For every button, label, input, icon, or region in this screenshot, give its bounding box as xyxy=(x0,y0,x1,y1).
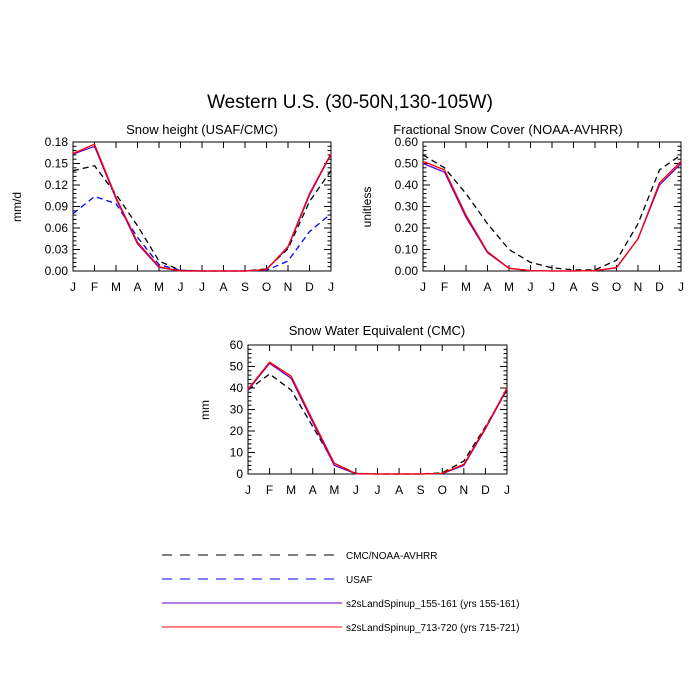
panel-fractional-snow-cover: Fractional Snow Cover (NOAA-AVHRR) unitl… xyxy=(360,122,684,294)
x-tick-label: J xyxy=(245,483,251,497)
x-tick-label: D xyxy=(655,280,664,294)
x-tick-label: A xyxy=(483,280,491,294)
legend-label: CMC/NOAA-AVHRR xyxy=(346,551,437,562)
y-tick-label: 0.03 xyxy=(45,243,69,257)
x-tick-label: J xyxy=(504,483,510,497)
y-tick-label: 50 xyxy=(230,360,244,374)
x-tick-label: M xyxy=(111,280,121,294)
x-tick-label: N xyxy=(284,280,293,294)
x-tick-label: A xyxy=(569,280,577,294)
x-tick-label: A xyxy=(219,280,227,294)
y-tick-label: 0.50 xyxy=(395,157,419,171)
y-tick-label: 0.10 xyxy=(395,243,419,257)
y-tick-label: 0.18 xyxy=(45,135,69,149)
x-tick-label: A xyxy=(395,483,403,497)
x-tick-label: O xyxy=(612,280,621,294)
y-tick-label: 0.06 xyxy=(45,221,69,235)
x-tick-label: F xyxy=(266,483,273,497)
legend-label: s2sLandSpinup_155-161 (yrs 155-161) xyxy=(346,599,519,610)
y-tick-label: 0.40 xyxy=(395,178,419,192)
y-axis-label: mm xyxy=(198,400,212,420)
x-tick-label: M xyxy=(154,280,164,294)
series-line-s2slandspinup-713-720-yrs-715-721- xyxy=(247,361,508,475)
y-tick-label: 0 xyxy=(236,467,243,481)
x-tick-label: D xyxy=(305,280,314,294)
x-tick-label: J xyxy=(549,280,555,294)
x-tick-label: S xyxy=(591,280,599,294)
legend-label: s2sLandSpinup_713-720 (yrs 715-721) xyxy=(346,623,519,634)
y-tick-label: 40 xyxy=(230,381,244,395)
x-tick-label: M xyxy=(504,280,514,294)
x-tick-label: M xyxy=(329,483,339,497)
y-tick-label: 0.15 xyxy=(45,157,69,171)
panel-title: Fractional Snow Cover (NOAA-AVHRR) xyxy=(393,122,622,137)
x-tick-label: A xyxy=(133,280,141,294)
x-tick-label: N xyxy=(459,483,468,497)
panel-title: Snow Water Equivalent (CMC) xyxy=(289,323,466,338)
x-tick-label: J xyxy=(178,280,184,294)
series-line-usaf xyxy=(72,195,332,272)
figure-title: Western U.S. (30-50N,130-105W) xyxy=(207,92,493,113)
x-tick-label: A xyxy=(309,483,317,497)
x-tick-label: S xyxy=(417,483,425,497)
x-tick-label: M xyxy=(461,280,471,294)
x-tick-label: J xyxy=(328,280,334,294)
series-line-s2slandspinup-155-161-yrs-155-161- xyxy=(422,162,682,272)
x-tick-label: J xyxy=(528,280,534,294)
x-tick-label: J xyxy=(375,483,381,497)
x-tick-label: F xyxy=(91,280,98,294)
y-tick-label: 0.09 xyxy=(45,200,69,214)
y-tick-label: 60 xyxy=(230,338,244,352)
y-tick-label: 0.60 xyxy=(395,135,419,149)
plot-frame xyxy=(72,141,332,272)
x-tick-label: J xyxy=(353,483,359,497)
x-tick-label: N xyxy=(634,280,643,294)
y-tick-label: 0.20 xyxy=(395,221,419,235)
series-line-cmc-noaa-avhrr xyxy=(422,154,682,271)
y-tick-label: 0.12 xyxy=(45,178,69,192)
x-tick-label: J xyxy=(70,280,76,294)
x-tick-label: O xyxy=(262,280,271,294)
y-axis-label: mm/d xyxy=(10,192,24,222)
legend-label: USAF xyxy=(346,575,373,586)
y-tick-label: 0.00 xyxy=(395,264,419,278)
x-tick-label: J xyxy=(420,280,426,294)
x-tick-label: J xyxy=(199,280,205,294)
series-line-s2slandspinup-155-161-yrs-155-161- xyxy=(72,145,332,272)
y-tick-label: 10 xyxy=(230,446,244,460)
x-tick-label: M xyxy=(286,483,296,497)
x-tick-label: J xyxy=(678,280,684,294)
x-tick-label: O xyxy=(438,483,447,497)
y-axis-label: unitless xyxy=(360,187,374,228)
panel-title: Snow height (USAF/CMC) xyxy=(126,122,278,137)
y-tick-label: 0.00 xyxy=(45,264,69,278)
y-tick-label: 0.30 xyxy=(395,200,419,214)
x-tick-label: F xyxy=(441,280,448,294)
x-tick-label: D xyxy=(481,483,490,497)
series-line-s2slandspinup-713-720-yrs-715-721- xyxy=(422,160,682,272)
legend: CMC/NOAA-AVHRR USAF s2sLandSpinup_155-161 … xyxy=(162,551,519,634)
series-line-s2slandspinup-713-720-yrs-715-721- xyxy=(72,143,332,272)
x-tick-label: S xyxy=(241,280,249,294)
y-tick-label: 30 xyxy=(230,403,244,417)
y-tick-label: 20 xyxy=(230,424,244,438)
